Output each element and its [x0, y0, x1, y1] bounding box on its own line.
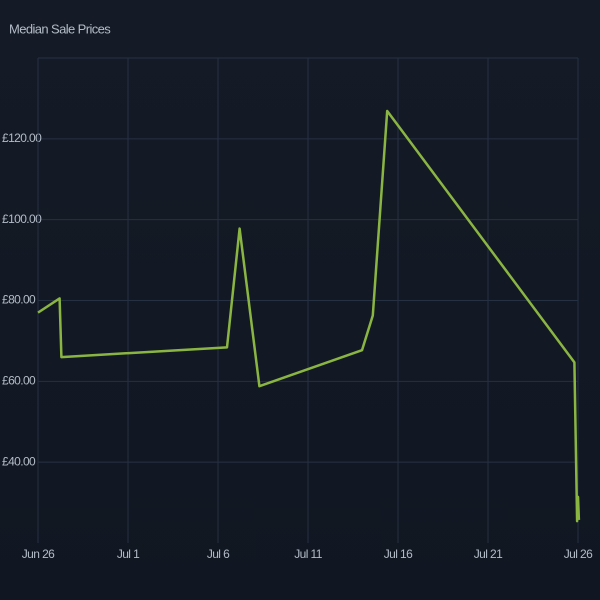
chart-title: Median Sale Prices [9, 21, 111, 36]
x-tick-label: Jun 26 [22, 547, 55, 561]
x-tick-label: Jul 26 [564, 547, 593, 561]
x-tick-label: Jul 11 [294, 547, 322, 561]
x-tick-label: Jul 1 [117, 547, 140, 561]
price-line [37, 109, 581, 523]
x-tick-label: Jul 6 [207, 547, 230, 561]
y-tick-label: £40.00 [2, 454, 36, 468]
y-tick-label: £60.00 [2, 374, 36, 388]
y-tick-label: £80.00 [2, 293, 36, 307]
x-tick-label: Jul 21 [474, 547, 503, 561]
x-tick-label: Jul 16 [384, 547, 413, 561]
y-tick-label: £120.00 [2, 131, 42, 145]
y-tick-label: £100.00 [2, 212, 42, 226]
